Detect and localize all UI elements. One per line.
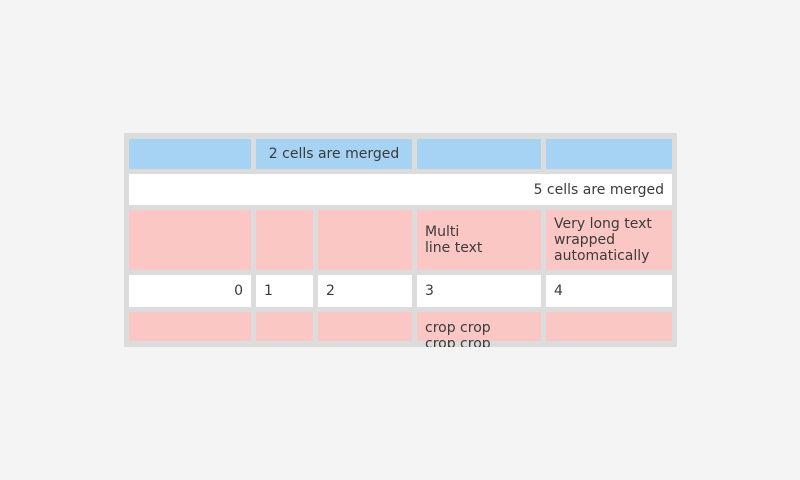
table-cell[interactable] — [318, 210, 412, 270]
table-cell[interactable] — [256, 312, 313, 341]
table-cell[interactable] — [129, 139, 251, 169]
cropped-text: crop crop crop crop — [425, 320, 491, 347]
table-row-cropped: crop crop crop crop — [129, 312, 672, 347]
table-cell-merged-5[interactable]: 5 cells are merged — [129, 174, 672, 205]
table-cell-merged-2[interactable]: 2 cells are merged — [256, 139, 412, 169]
table-cell-wrapped[interactable]: Very long text wrapped automatically — [546, 210, 672, 270]
table-cell-number-4[interactable]: 4 — [546, 275, 672, 307]
table-cell-multiline[interactable]: Multi line text — [417, 210, 541, 270]
table-row-full-merged: 5 cells are merged — [129, 174, 672, 205]
table-cell-number-3[interactable]: 3 — [417, 275, 541, 307]
table-row-blue-header: 2 cells are merged — [129, 139, 672, 169]
table-cell[interactable] — [256, 210, 313, 270]
table-cell[interactable] — [129, 210, 251, 270]
table-cell-number-0[interactable]: 0 — [129, 275, 251, 307]
table-cell[interactable] — [546, 312, 672, 341]
table-cell-number-1[interactable]: 1 — [256, 275, 313, 307]
table-cell-number-2[interactable]: 2 — [318, 275, 412, 307]
table-cell[interactable] — [129, 312, 251, 341]
table-cell[interactable] — [318, 312, 412, 341]
table-row-numbers: 0 1 2 3 4 — [129, 275, 672, 307]
table-widget: 2 cells are merged 5 cells are merged Mu… — [124, 133, 677, 347]
table-cell[interactable] — [417, 139, 541, 169]
table-row-pink-tall: Multi line text Very long text wrapped a… — [129, 210, 672, 270]
table-cell[interactable] — [546, 139, 672, 169]
table-cell-cropped-text[interactable]: crop crop crop crop — [417, 312, 541, 347]
